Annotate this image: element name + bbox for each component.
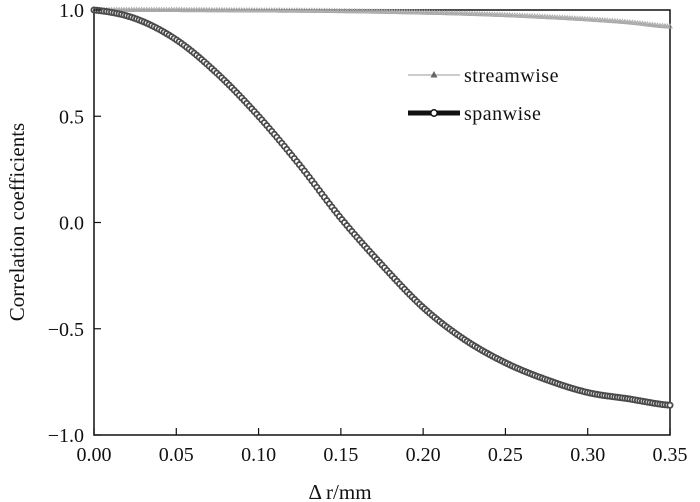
ticks-layer: 0.00 0.05 0.10 0.15 0.20 0.25 0.30 0.35 −1.0 −0.5… (48, 0, 688, 466)
legend-marker (430, 71, 438, 78)
series-line-spanwise (93, 8, 671, 407)
x-tick-label: 0.25 (488, 444, 523, 466)
y-tick-label: 1.0 (59, 0, 84, 22)
series-spanwise (90, 6, 674, 409)
x-tick-label: 0.30 (570, 444, 605, 466)
data-point (667, 23, 673, 29)
legend-marker (430, 109, 438, 117)
x-tick-label: 0.10 (241, 444, 276, 466)
x-axis-label: Δ r/mm (308, 480, 371, 502)
x-tick-label: 0.15 (323, 444, 358, 466)
legend: streamwise spanwise (408, 65, 559, 125)
x-tick-label: 0.00 (77, 444, 112, 466)
legend-label: spanwise (464, 103, 541, 125)
y-tick-label: 0.0 (59, 213, 84, 235)
x-tick-label: 0.20 (406, 444, 441, 466)
legend-label: streamwise (464, 65, 559, 87)
x-tick-label: 0.05 (159, 444, 194, 466)
y-tick-label: 0.5 (59, 106, 84, 128)
y-tick-label: −0.5 (48, 319, 84, 341)
y-axis-label: Correlation coefficients (5, 123, 29, 321)
data-point (666, 401, 674, 409)
legend-item-streamwise: streamwise (408, 65, 559, 87)
series-layer (90, 6, 674, 409)
x-tick-label: 0.35 (653, 444, 688, 466)
legend-item-spanwise: spanwise (408, 103, 541, 125)
y-tick-label: −1.0 (48, 425, 84, 447)
plot-frame (93, 9, 671, 436)
